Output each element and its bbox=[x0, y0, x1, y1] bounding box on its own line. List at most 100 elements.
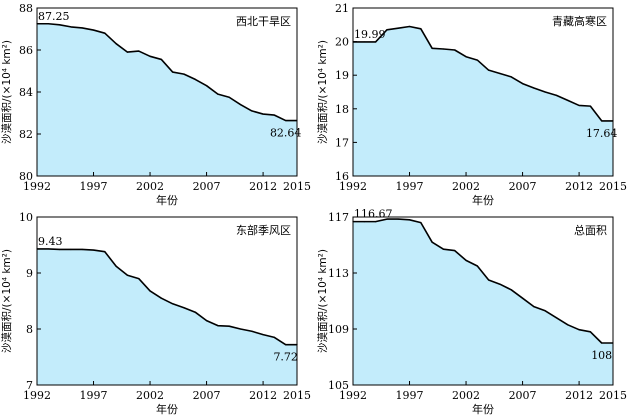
end-value-label: 17.64 bbox=[586, 127, 618, 140]
data-point bbox=[601, 120, 603, 122]
area-fill bbox=[37, 248, 297, 385]
data-point bbox=[138, 50, 140, 52]
data-point bbox=[205, 85, 208, 87]
data-point bbox=[442, 248, 445, 250]
data-point bbox=[160, 58, 162, 61]
data-point bbox=[217, 93, 219, 95]
data-point bbox=[499, 283, 501, 285]
data-point bbox=[454, 49, 456, 51]
series-line bbox=[37, 248, 297, 346]
plot-frame bbox=[36, 216, 298, 386]
panel-title: 青藏高寒区 bbox=[552, 14, 607, 28]
data-point bbox=[228, 96, 230, 98]
data-point bbox=[160, 297, 162, 299]
data-point bbox=[555, 317, 558, 319]
x-tick-label: 1997 bbox=[396, 389, 424, 402]
y-axis-label: 沙漠面积/(×10⁴ km²) bbox=[317, 40, 329, 144]
data-point bbox=[533, 306, 535, 308]
y-tick-label: 16 bbox=[335, 170, 349, 183]
data-point bbox=[544, 310, 546, 312]
data-point bbox=[217, 325, 219, 327]
x-tick-label: 2002 bbox=[452, 389, 480, 402]
data-point bbox=[476, 265, 478, 267]
data-point bbox=[228, 325, 230, 327]
data-point bbox=[420, 28, 422, 30]
x-axis-label: 年份 bbox=[472, 193, 494, 207]
data-point bbox=[239, 104, 242, 106]
data-point bbox=[172, 71, 174, 73]
data-point bbox=[589, 105, 591, 107]
y-tick-label: 8 bbox=[26, 323, 33, 336]
x-axis-label: 年份 bbox=[156, 193, 178, 207]
data-point bbox=[194, 78, 196, 80]
x-tick-label: 2007 bbox=[193, 389, 221, 402]
data-point bbox=[115, 43, 117, 45]
data-point bbox=[510, 76, 512, 78]
data-point bbox=[386, 29, 388, 31]
data-point bbox=[126, 274, 129, 276]
data-point bbox=[408, 25, 411, 28]
data-point bbox=[115, 265, 117, 267]
data-point bbox=[567, 324, 569, 326]
y-tick-label: 117 bbox=[328, 211, 349, 224]
data-point bbox=[47, 23, 49, 25]
data-point bbox=[205, 320, 208, 322]
data-point bbox=[601, 342, 603, 344]
chart-panel-4: 1992 1997 2002 2007 2012 2015 105 109 113 117 总面积年… bbox=[317, 208, 627, 416]
x-tick-label: 2002 bbox=[136, 180, 164, 193]
y-tick-label: 20 bbox=[335, 36, 349, 49]
data-point bbox=[578, 329, 580, 331]
x-tick-label: 2012 bbox=[565, 389, 593, 402]
data-point bbox=[386, 218, 388, 220]
area-fill bbox=[353, 26, 613, 177]
x-tick-label: 2007 bbox=[509, 180, 537, 193]
data-point bbox=[126, 51, 129, 53]
x-tick-label: 2012 bbox=[565, 180, 593, 193]
x-tick-label: 2015 bbox=[283, 180, 311, 193]
x-tick-label: 2007 bbox=[509, 389, 537, 402]
data-point bbox=[262, 113, 264, 115]
x-tick-label: 1997 bbox=[80, 180, 108, 193]
data-point bbox=[420, 222, 422, 224]
data-point bbox=[285, 344, 287, 346]
series-line bbox=[353, 218, 613, 344]
x-tick-label: 2012 bbox=[249, 180, 277, 193]
data-point bbox=[172, 303, 174, 305]
data-point bbox=[104, 32, 106, 34]
data-point bbox=[375, 41, 377, 43]
y-tick-label: 113 bbox=[328, 267, 349, 280]
y-axis-label: 沙漠面积/(×10⁴ km²) bbox=[1, 40, 13, 144]
data-point bbox=[81, 27, 83, 29]
data-point bbox=[567, 99, 569, 101]
plot-frame bbox=[352, 216, 614, 386]
x-axis-label: 年份 bbox=[156, 402, 178, 416]
data-point bbox=[273, 336, 275, 338]
data-point bbox=[149, 290, 151, 292]
start-value-label: 19.99 bbox=[354, 28, 386, 41]
x-tick-label: 1992 bbox=[23, 180, 51, 193]
series-line bbox=[37, 22, 297, 122]
end-value-label: 108 bbox=[591, 349, 612, 362]
data-point bbox=[251, 330, 253, 332]
data-point bbox=[285, 119, 287, 122]
data-point bbox=[521, 297, 524, 299]
x-tick-label: 1992 bbox=[339, 180, 367, 193]
data-point bbox=[431, 241, 433, 243]
data-point bbox=[454, 250, 456, 252]
data-point bbox=[59, 248, 61, 251]
data-point bbox=[476, 59, 478, 61]
data-point bbox=[183, 307, 185, 309]
panel-title: 总面积 bbox=[574, 223, 607, 237]
data-point bbox=[239, 328, 242, 330]
x-tick-label: 2002 bbox=[452, 180, 480, 193]
data-point bbox=[183, 73, 185, 75]
area-fill bbox=[37, 23, 297, 176]
data-point bbox=[149, 55, 151, 57]
start-value-label: 87.25 bbox=[38, 10, 70, 23]
plot-frame bbox=[352, 7, 614, 177]
data-point bbox=[408, 219, 411, 221]
area-fill bbox=[353, 219, 613, 385]
data-point bbox=[544, 91, 546, 93]
